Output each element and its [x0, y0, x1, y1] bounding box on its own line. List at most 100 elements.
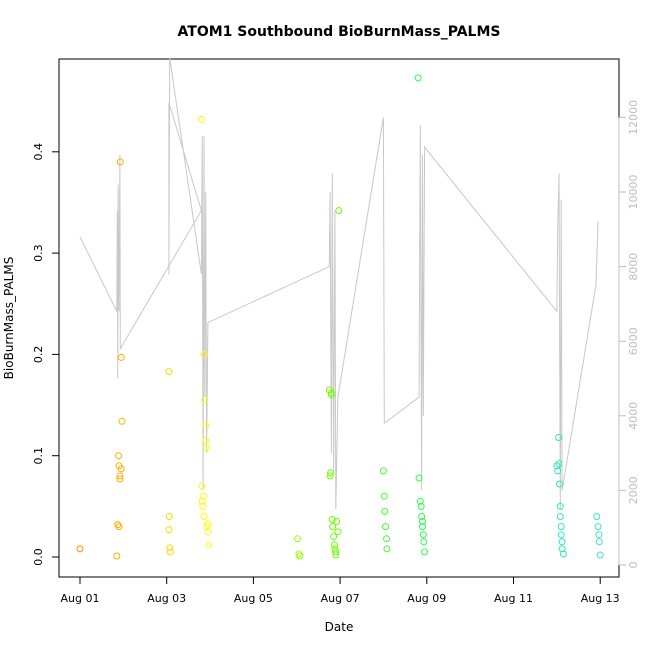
data-point — [296, 552, 304, 560]
data-point — [294, 535, 302, 543]
data-point — [557, 523, 565, 531]
data-point — [115, 523, 123, 531]
data-point — [383, 535, 390, 543]
y2-tick-label: 8000 — [627, 253, 640, 281]
data-point — [204, 528, 212, 536]
data-point — [201, 396, 209, 404]
data-point — [327, 469, 335, 477]
data-point — [113, 552, 121, 560]
data-point — [555, 434, 563, 441]
data-point — [330, 533, 338, 541]
data-point — [333, 518, 341, 525]
y2-tick-label: 10000 — [627, 175, 640, 210]
data-point — [595, 531, 603, 539]
data-point — [329, 523, 337, 531]
data-point — [419, 523, 426, 531]
data-point — [200, 350, 208, 358]
data-point — [327, 389, 335, 397]
data-point — [553, 462, 561, 470]
y-tick-label: 0.3 — [32, 244, 45, 262]
data-point — [116, 472, 124, 480]
data-point — [421, 548, 429, 556]
x-tick-label: Aug 03 — [147, 592, 186, 605]
data-point — [556, 502, 564, 510]
secondary-series-line — [79, 57, 599, 510]
x-tick-label: Aug 11 — [494, 592, 533, 605]
y2-tick-label: 6000 — [627, 327, 640, 355]
data-point — [326, 472, 334, 480]
data-point — [203, 444, 211, 452]
x-tick-label: Aug 05 — [234, 592, 273, 605]
y-axis: 0.0 0.1 0.2 0.3 0.4 — [32, 143, 60, 566]
data-point — [204, 520, 212, 528]
data-point — [335, 207, 343, 215]
data-point — [328, 516, 336, 523]
data-point — [200, 492, 207, 500]
data-point — [198, 497, 206, 505]
y2-tick-label: 12000 — [627, 100, 640, 135]
data-point — [165, 368, 173, 376]
data-point — [559, 550, 567, 558]
data-point — [420, 538, 428, 546]
data-point — [556, 513, 564, 520]
data-point — [76, 545, 84, 553]
data-point — [198, 482, 206, 490]
secondary-line-layer — [79, 57, 599, 510]
data-point — [116, 158, 124, 166]
data-point — [165, 526, 173, 534]
data-point — [118, 417, 126, 425]
data-point — [166, 544, 174, 552]
data-point — [166, 548, 174, 556]
x-axis: Aug 01 Aug 03 Aug 05 Aug 07 Aug 09 Aug 11 Aug … — [61, 576, 620, 605]
data-point — [381, 507, 389, 515]
y-axis-label: BioBurnMass_PALMS — [2, 257, 16, 380]
data-point — [415, 474, 423, 482]
y-tick-label: 0.1 — [32, 447, 45, 465]
data-point — [332, 551, 340, 559]
y2-tick-label: 2000 — [627, 476, 640, 504]
y2-axis: 0 2000 4000 6000 8000 10000 12000 — [618, 100, 640, 569]
points-layer — [76, 74, 604, 560]
data-point — [383, 545, 391, 553]
data-point — [327, 391, 335, 399]
data-point — [332, 548, 340, 556]
data-point — [203, 523, 211, 531]
data-point — [556, 480, 563, 488]
data-point — [382, 523, 390, 531]
chart-title: ATOM1 Southbound BioBurnMass_PALMS — [178, 24, 501, 40]
data-point — [205, 541, 213, 549]
data-point — [334, 528, 342, 536]
data-point — [114, 521, 122, 529]
x-tick-label: Aug 09 — [407, 592, 446, 605]
data-point — [558, 545, 566, 553]
data-point — [165, 513, 173, 520]
data-point — [418, 513, 426, 520]
data-point — [202, 421, 210, 429]
data-point — [116, 475, 124, 483]
y-tick-label: 0.0 — [32, 548, 45, 566]
data-point — [380, 492, 388, 500]
data-point — [557, 531, 565, 539]
y2-tick-label: 0 — [627, 562, 640, 569]
data-point — [414, 74, 422, 82]
x-tick-label: Aug 07 — [321, 592, 360, 605]
x-axis-label: Date — [325, 620, 354, 634]
data-point — [595, 538, 603, 546]
data-point — [197, 115, 205, 123]
data-point — [117, 353, 125, 361]
data-point — [558, 538, 566, 546]
plot-area-frame — [58, 58, 620, 578]
data-point — [379, 467, 387, 475]
data-point — [594, 523, 602, 531]
data-point — [554, 467, 562, 475]
data-point — [115, 452, 123, 460]
data-point — [596, 551, 604, 559]
data-point — [199, 502, 207, 510]
data-point — [331, 541, 338, 549]
y-tick-label: 0.4 — [32, 143, 45, 161]
data-point — [200, 513, 208, 520]
y-tick-label: 0.2 — [32, 346, 45, 364]
y2-tick-label: 4000 — [627, 402, 640, 430]
